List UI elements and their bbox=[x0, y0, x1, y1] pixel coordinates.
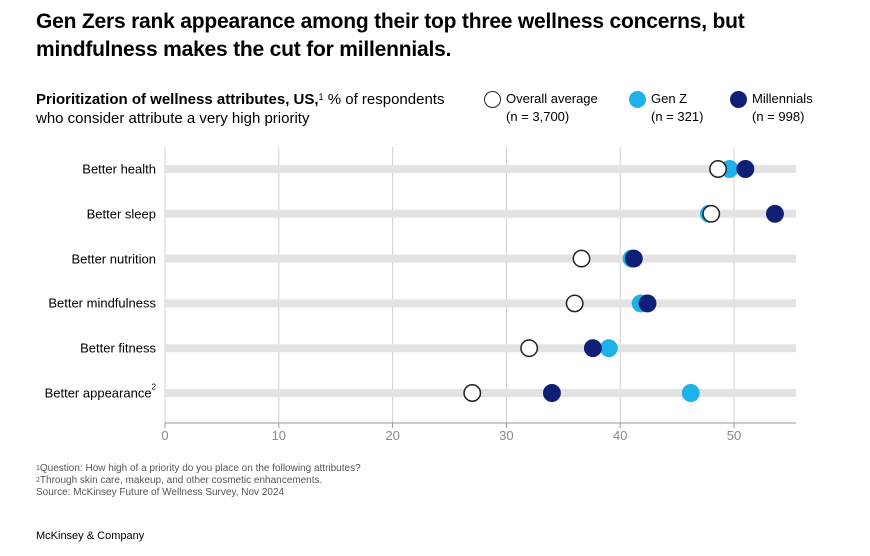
dot-millennials-better-fitness bbox=[583, 339, 602, 358]
subtitle-bold: Prioritization of wellness attributes, U… bbox=[36, 91, 319, 108]
footnote-2: 2Through skin care, makeup, and other co… bbox=[36, 475, 323, 486]
dot-millennials-better-mindfulness bbox=[638, 294, 657, 313]
category-label-better-health: Better health bbox=[82, 161, 156, 177]
category-label-better-nutrition: Better nutrition bbox=[71, 251, 156, 267]
legend-marker-overall bbox=[484, 91, 501, 108]
legend-overall-average: Overall average (n = 3,700) bbox=[484, 90, 598, 126]
x-tick-label-40: 40 bbox=[613, 428, 627, 443]
dot-gen-z-better-appearance bbox=[681, 384, 700, 402]
subtitle-footnote-ref: 1 bbox=[318, 92, 324, 102]
x-tick-label-30: 30 bbox=[499, 428, 513, 443]
subtitle-rest: % of respondents who consider attribute … bbox=[36, 91, 445, 127]
x-tick-label-20: 20 bbox=[385, 428, 399, 443]
legend-n-gen-z: (n = 321) bbox=[651, 109, 704, 124]
brand-logo-text: McKinsey & Company bbox=[36, 530, 145, 542]
dot-overall-average-better-appearance bbox=[463, 384, 482, 402]
legend-marker-millennials bbox=[730, 91, 747, 108]
category-label-better-mindfulness: Better mindfulness bbox=[48, 295, 156, 311]
dot-millennials-better-appearance bbox=[542, 384, 561, 402]
dot-overall-average-better-health bbox=[709, 160, 728, 178]
legend-label-overall: Overall average bbox=[506, 91, 598, 106]
dot-overall-average-better-sleep bbox=[702, 204, 721, 223]
dot-millennials-better-nutrition bbox=[624, 249, 643, 268]
chart-subtitle: Prioritization of wellness attributes, U… bbox=[36, 90, 466, 128]
legend-millennials: Millennials (n = 998) bbox=[730, 90, 813, 126]
chart-title: Gen Zers rank appearance among their top… bbox=[36, 10, 745, 61]
legend-label-millennials: Millennials bbox=[752, 91, 813, 106]
dot-overall-average-better-nutrition bbox=[572, 249, 591, 268]
dot-overall-average-better-mindfulness bbox=[565, 294, 584, 313]
dot-gen-z-better-fitness bbox=[599, 339, 618, 358]
x-tick-label-0: 0 bbox=[161, 428, 168, 443]
x-tick-label-50: 50 bbox=[727, 428, 741, 443]
category-label-better-appearance: Better appearance2 bbox=[44, 382, 156, 401]
dot-millennials-better-sleep bbox=[766, 204, 784, 223]
category-label-better-sleep: Better sleep bbox=[86, 206, 156, 222]
legend-gen-z: Gen Z (n = 321) bbox=[629, 90, 703, 126]
footnotes: 1Question: How high of a priority do you… bbox=[36, 463, 361, 499]
legend-label-gen-z: Gen Z bbox=[651, 91, 688, 106]
footnote-1: 1Question: How high of a priority do you… bbox=[36, 463, 361, 474]
dot-overall-average-better-fitness bbox=[520, 339, 539, 358]
legend-n-millennials: (n = 998) bbox=[752, 109, 805, 124]
dot-millennials-better-health bbox=[736, 160, 755, 178]
legend-n-overall: (n = 3,700) bbox=[506, 109, 570, 124]
x-tick-label-10: 10 bbox=[272, 428, 286, 443]
legend-marker-gen-z bbox=[629, 91, 646, 108]
category-label-better-fitness: Better fitness bbox=[80, 340, 156, 356]
source-note: Source: McKinsey Future of Wellness Surv… bbox=[36, 487, 285, 498]
